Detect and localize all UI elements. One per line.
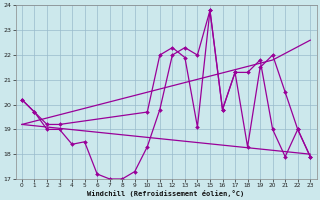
X-axis label: Windchill (Refroidissement éolien,°C): Windchill (Refroidissement éolien,°C) — [87, 190, 245, 197]
